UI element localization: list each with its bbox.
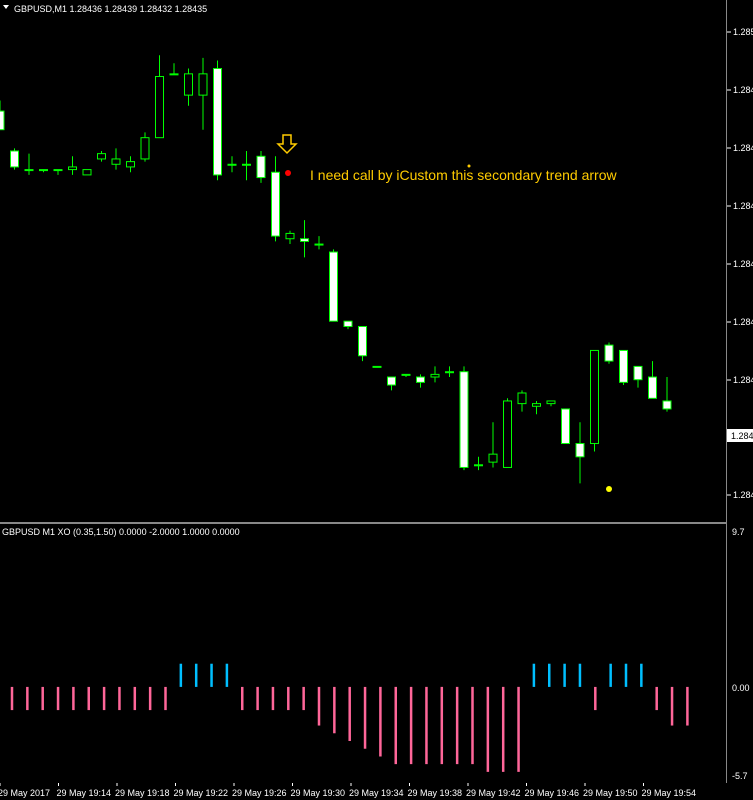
candle-body bbox=[619, 349, 628, 383]
candle-body bbox=[285, 232, 295, 240]
candle-body bbox=[517, 392, 527, 405]
indicator-title: GBPUSD M1 XO (0.35,1.50) 0.0000 -2.0000 … bbox=[2, 527, 240, 537]
annotation-dot bbox=[467, 164, 471, 168]
indicator-axis-top: 9.7 bbox=[732, 527, 745, 537]
chart-title: GBPUSD,M1 1.28436 1.28439 1.28432 1.2843… bbox=[14, 4, 207, 14]
candle-body bbox=[503, 400, 512, 468]
candle-body bbox=[358, 325, 367, 357]
candle-body bbox=[575, 443, 585, 458]
candle-body bbox=[82, 169, 92, 176]
main-chart[interactable]: GBPUSD,M1 1.28436 1.28439 1.28432 1.2843… bbox=[0, 0, 753, 523]
candle-body bbox=[24, 169, 34, 172]
time-label: 29 May 19:22 bbox=[174, 788, 229, 798]
candle-body bbox=[111, 158, 121, 165]
candle-body bbox=[590, 349, 599, 445]
current-price-tag bbox=[727, 429, 753, 442]
candle-body bbox=[648, 376, 657, 399]
red-signal-dot bbox=[285, 170, 291, 176]
candles-group bbox=[0, 55, 672, 484]
time-label: 29 May 19:46 bbox=[525, 788, 580, 798]
indicator-pane[interactable]: GBPUSD M1 XO (0.35,1.50) 0.0000 -2.0000 … bbox=[0, 523, 753, 783]
yellow-signal-dot bbox=[606, 486, 612, 492]
candle-body bbox=[430, 373, 440, 378]
time-label: 29 May 2017 bbox=[0, 788, 50, 798]
candle-body bbox=[169, 73, 179, 76]
candle-body bbox=[242, 163, 251, 166]
price-label: 1.284 bbox=[733, 201, 753, 211]
candle-body bbox=[184, 73, 193, 96]
price-label: 1.284 bbox=[733, 143, 753, 153]
time-label: 29 May 19:30 bbox=[291, 788, 346, 798]
time-label: 29 May 19:50 bbox=[583, 788, 638, 798]
candle-body bbox=[198, 73, 208, 96]
time-label: 29 May 19:26 bbox=[232, 788, 287, 798]
price-label: 1.284 bbox=[733, 317, 753, 327]
current-price-label: 1.284 bbox=[731, 431, 753, 441]
chart-menu-triangle-icon[interactable] bbox=[3, 5, 9, 9]
candle-body bbox=[314, 243, 324, 246]
candle-body bbox=[227, 163, 237, 166]
price-label: 1.284 bbox=[733, 375, 753, 385]
candle-body bbox=[387, 376, 396, 386]
annotation-text: I need call by iCustom this secondary tr… bbox=[310, 167, 617, 183]
candle-body bbox=[372, 365, 382, 368]
candle-body bbox=[662, 400, 672, 410]
candle-body bbox=[474, 464, 483, 467]
candle-body bbox=[459, 371, 469, 468]
candle-body bbox=[39, 169, 48, 172]
indicator-axis-bottom: -5.7 bbox=[732, 771, 748, 781]
candle-body bbox=[343, 320, 353, 327]
candle-body bbox=[271, 171, 280, 237]
time-label: 29 May 19:34 bbox=[349, 788, 404, 798]
candle-body bbox=[604, 344, 614, 362]
price-label: 1.284 bbox=[733, 85, 753, 95]
axis-separator bbox=[726, 0, 727, 783]
candle-body bbox=[300, 238, 309, 242]
time-label: 29 May 19:18 bbox=[115, 788, 170, 798]
candle-body bbox=[561, 408, 570, 445]
candle-body bbox=[68, 166, 77, 171]
candle-body bbox=[488, 453, 498, 463]
time-label: 29 May 19:14 bbox=[57, 788, 112, 798]
candle-body bbox=[416, 376, 425, 383]
candle-body bbox=[256, 155, 266, 179]
price-label: 1.284 bbox=[733, 259, 753, 269]
histogram-group bbox=[10, 663, 689, 772]
candle-body bbox=[546, 400, 556, 405]
time-label: 29 May 19:54 bbox=[642, 788, 697, 798]
indicator-axis-zero: 0.00 bbox=[732, 683, 750, 693]
candle-body bbox=[155, 76, 164, 139]
price-label: 1.285 bbox=[733, 27, 753, 37]
candle-body bbox=[126, 161, 135, 168]
time-axis: 29 May 2017 29 May 19:14 29 May 19:18 29 Ma… bbox=[0, 783, 697, 798]
candle-body bbox=[53, 169, 63, 172]
candle-body bbox=[97, 153, 106, 160]
candle-body bbox=[445, 371, 454, 374]
candle-body bbox=[213, 68, 222, 176]
candle-body bbox=[140, 137, 150, 160]
down-arrow-icon bbox=[276, 134, 298, 155]
candle-body bbox=[329, 251, 338, 322]
candle-body bbox=[10, 150, 19, 168]
candle-body bbox=[401, 373, 411, 376]
time-label: 29 May 19:42 bbox=[466, 788, 521, 798]
pane-separator[interactable] bbox=[0, 522, 726, 524]
candle-body bbox=[0, 110, 5, 131]
candle-body bbox=[633, 365, 643, 381]
time-label: 29 May 19:38 bbox=[408, 788, 463, 798]
price-label: 1.284 bbox=[733, 490, 753, 500]
candle-body bbox=[532, 403, 541, 407]
